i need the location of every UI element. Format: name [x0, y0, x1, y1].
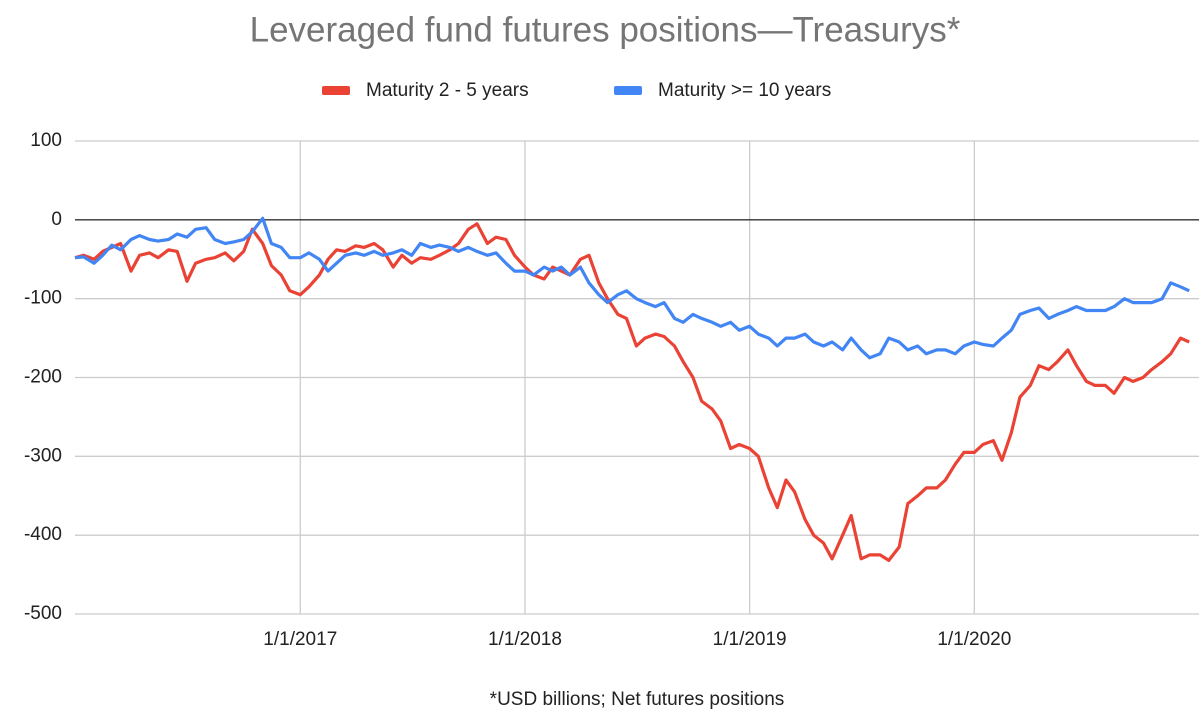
y-tick-label: -300	[24, 445, 62, 466]
x-tick-label: 1/1/2017	[263, 629, 337, 650]
x-tick-label: 1/1/2020	[937, 629, 1011, 650]
legend-label: Maturity >= 10 years	[658, 80, 831, 101]
legend-label: Maturity 2 - 5 years	[366, 80, 529, 101]
line	[74, 222, 1190, 562]
y-tick-label: -500	[24, 603, 62, 624]
chart-title: Leveraged fund futures positions—Treasur…	[250, 10, 961, 49]
x-axis-label: *USD billions; Net futures positions	[490, 689, 785, 710]
line	[74, 216, 1190, 360]
x-tick-label: 1/1/2018	[488, 629, 562, 650]
y-tick-label: 0	[51, 209, 62, 230]
y-tick-label: -100	[24, 288, 62, 309]
y-tick-label: -200	[24, 367, 62, 388]
legend-swatch	[322, 86, 350, 95]
y-tick-label: 100	[30, 130, 62, 151]
x-tick-label: 1/1/2019	[713, 629, 787, 650]
legend-swatch	[614, 86, 642, 95]
y-tick-label: -400	[24, 524, 62, 545]
